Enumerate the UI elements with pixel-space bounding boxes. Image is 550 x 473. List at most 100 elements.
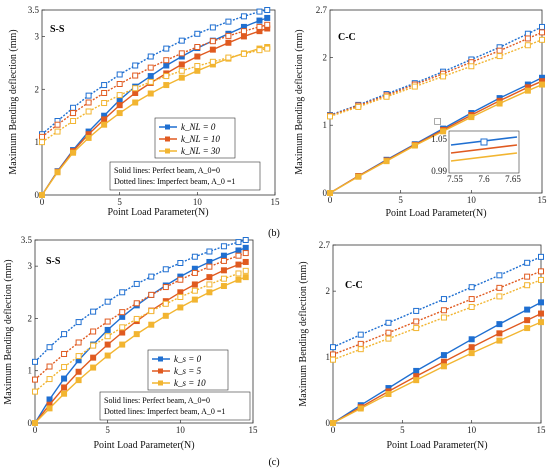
x-axis-label: Point Load Parameter(N): [107, 207, 208, 218]
data-point: [101, 89, 108, 96]
data-point: [496, 284, 503, 291]
data-point: [101, 121, 108, 128]
data-point: [85, 134, 92, 141]
data-point: [61, 390, 68, 397]
data-point: [147, 73, 154, 80]
data-point: [90, 342, 97, 349]
data-point: [32, 388, 38, 395]
data-point: [46, 396, 53, 403]
data-point: [220, 243, 227, 250]
data-point: [538, 319, 544, 326]
caption-b: (b): [268, 228, 280, 239]
data-point: [46, 376, 53, 383]
data-point: [264, 14, 271, 21]
y-tick-label: 2: [28, 313, 33, 323]
legend-label: k_NL = 30: [181, 146, 220, 156]
y-axis-label: Maximum Bending deflection (mm): [3, 259, 14, 404]
x-tick-label: 15: [271, 197, 281, 207]
data-point: [355, 173, 362, 180]
data-point: [178, 74, 185, 81]
inset-y-tick: 1.05: [431, 134, 447, 144]
y-tick-label: 3: [35, 31, 40, 41]
data-point: [256, 23, 263, 30]
data-point: [39, 192, 45, 198]
y-axis-label: Maximum Bending deflection (mm): [298, 261, 309, 406]
y-tick-label: 1: [323, 120, 328, 130]
panel-title: S-S: [50, 24, 65, 35]
data-point: [496, 330, 503, 337]
data-point: [133, 300, 140, 307]
data-point: [163, 45, 170, 52]
data-point: [383, 158, 390, 165]
legend-marker-blue: [165, 124, 170, 130]
data-point: [242, 250, 249, 257]
series-line-yellow-dotted: [34, 270, 246, 393]
data-point: [116, 81, 123, 87]
data-point: [61, 350, 68, 357]
data-point: [468, 303, 475, 310]
data-point: [264, 21, 271, 28]
data-point: [163, 62, 170, 69]
data-point: [177, 276, 184, 283]
data-point: [220, 252, 227, 259]
data-point: [357, 405, 364, 412]
data-point: [220, 257, 227, 264]
data-point: [240, 33, 247, 40]
data-point: [468, 296, 475, 303]
data-point: [46, 363, 53, 370]
data-point: [39, 139, 45, 146]
data-point: [235, 239, 242, 246]
data-point: [132, 99, 139, 106]
zoom-indicator: [434, 118, 441, 125]
data-point: [178, 61, 185, 68]
data-point: [524, 325, 531, 332]
data-point: [194, 30, 201, 37]
data-point: [61, 331, 68, 338]
note-box: [109, 161, 261, 191]
x-axis-label: Point Load Parameter(N): [93, 440, 194, 451]
data-point: [206, 248, 213, 255]
data-point: [242, 237, 249, 243]
data-point: [116, 102, 123, 109]
data-point: [147, 90, 154, 97]
data-point: [54, 169, 61, 176]
x-tick-label: 15: [249, 425, 259, 435]
data-point: [225, 39, 232, 46]
data-point: [235, 270, 242, 277]
data-point: [524, 273, 531, 280]
data-point: [524, 87, 531, 94]
panel-title: S-S: [46, 256, 61, 267]
data-point: [330, 356, 336, 363]
y-tick-label: 2.7: [319, 240, 331, 250]
y-tick-label: 3.5: [28, 5, 40, 15]
data-point: [385, 335, 392, 342]
y-tick-label: 1: [35, 137, 40, 147]
data-point: [413, 307, 420, 314]
data-point: [75, 339, 82, 346]
series-line-yellow-dotted: [332, 279, 542, 361]
data-point: [90, 354, 97, 361]
inset-line-orange: [450, 144, 518, 154]
series-line-blue-solid: [34, 247, 246, 424]
data-point: [538, 276, 544, 283]
data-point: [385, 329, 392, 336]
note-line: Solid lines: Perfect beam, A_0=0: [114, 166, 220, 175]
data-point: [162, 266, 169, 273]
data-point: [194, 63, 201, 70]
data-point: [385, 390, 392, 397]
data-point: [70, 110, 77, 117]
y-tick-label: 1: [326, 352, 331, 362]
data-point: [357, 340, 364, 347]
data-point: [148, 273, 155, 280]
data-point: [104, 352, 111, 359]
data-point: [209, 38, 216, 45]
data-point: [85, 99, 92, 106]
data-point: [220, 275, 227, 282]
y-tick-label: 2: [35, 84, 40, 94]
data-point: [413, 318, 420, 325]
data-point: [147, 64, 154, 71]
data-point: [496, 321, 503, 328]
legend-marker-yellow: [158, 380, 163, 386]
data-point: [413, 377, 420, 384]
data-point: [242, 258, 249, 265]
